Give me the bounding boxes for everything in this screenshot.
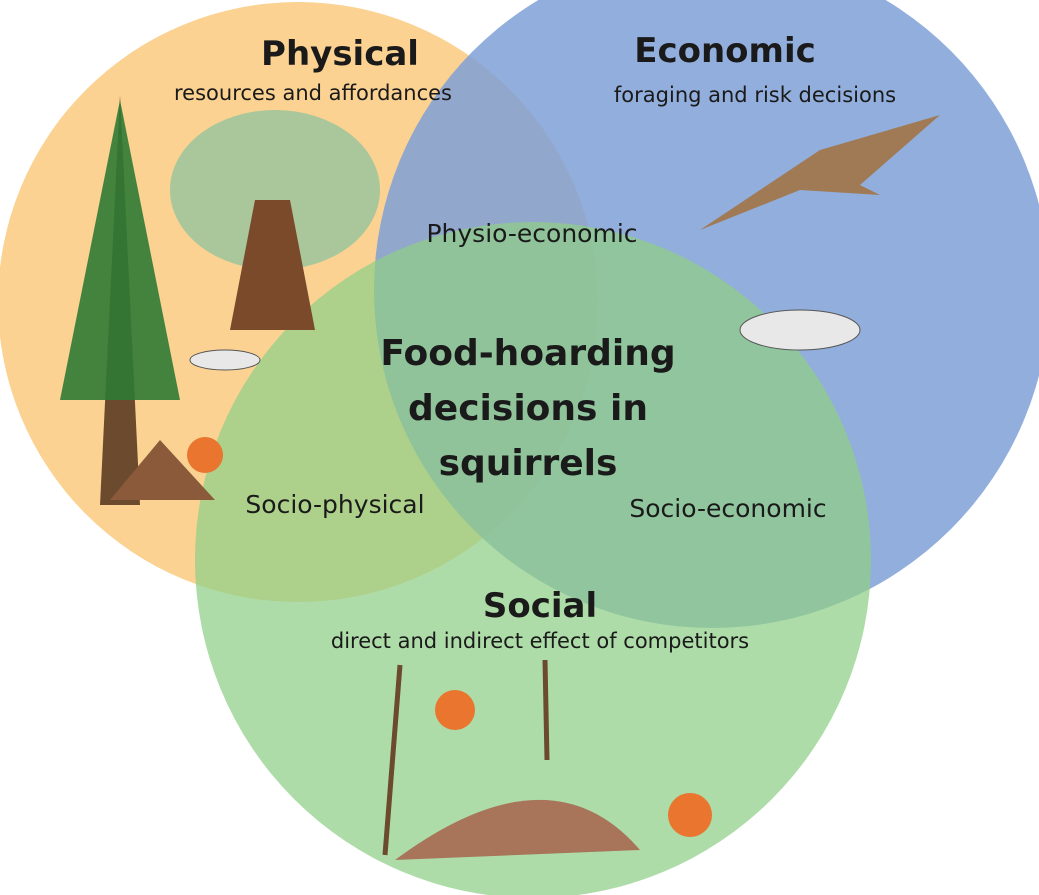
pole [545, 660, 547, 760]
center-label: Food-hoarding [380, 333, 675, 374]
set-title: Economic [634, 31, 816, 71]
set-title: Social [483, 586, 597, 626]
grey-squirrel-small [190, 350, 260, 370]
red-squirrel [187, 437, 223, 473]
red-squirrel-climbing [435, 690, 475, 730]
overlap-label: Physio-economic [426, 219, 637, 248]
set-subtitle: foraging and risk decisions [614, 83, 896, 107]
center-label: squirrels [439, 443, 618, 484]
set-subtitle: resources and affordances [174, 81, 452, 105]
red-squirrel-ground [668, 793, 712, 837]
center-label: decisions in [408, 388, 648, 429]
set-title: Physical [261, 34, 419, 74]
grey-squirrel [740, 310, 860, 350]
overlap-label: Socio-economic [629, 494, 826, 523]
set-subtitle: direct and indirect effect of competitor… [331, 629, 749, 653]
overlap-label: Socio-physical [245, 490, 424, 519]
venn-diagram: Physical resources and affordances Econo… [0, 0, 1039, 895]
